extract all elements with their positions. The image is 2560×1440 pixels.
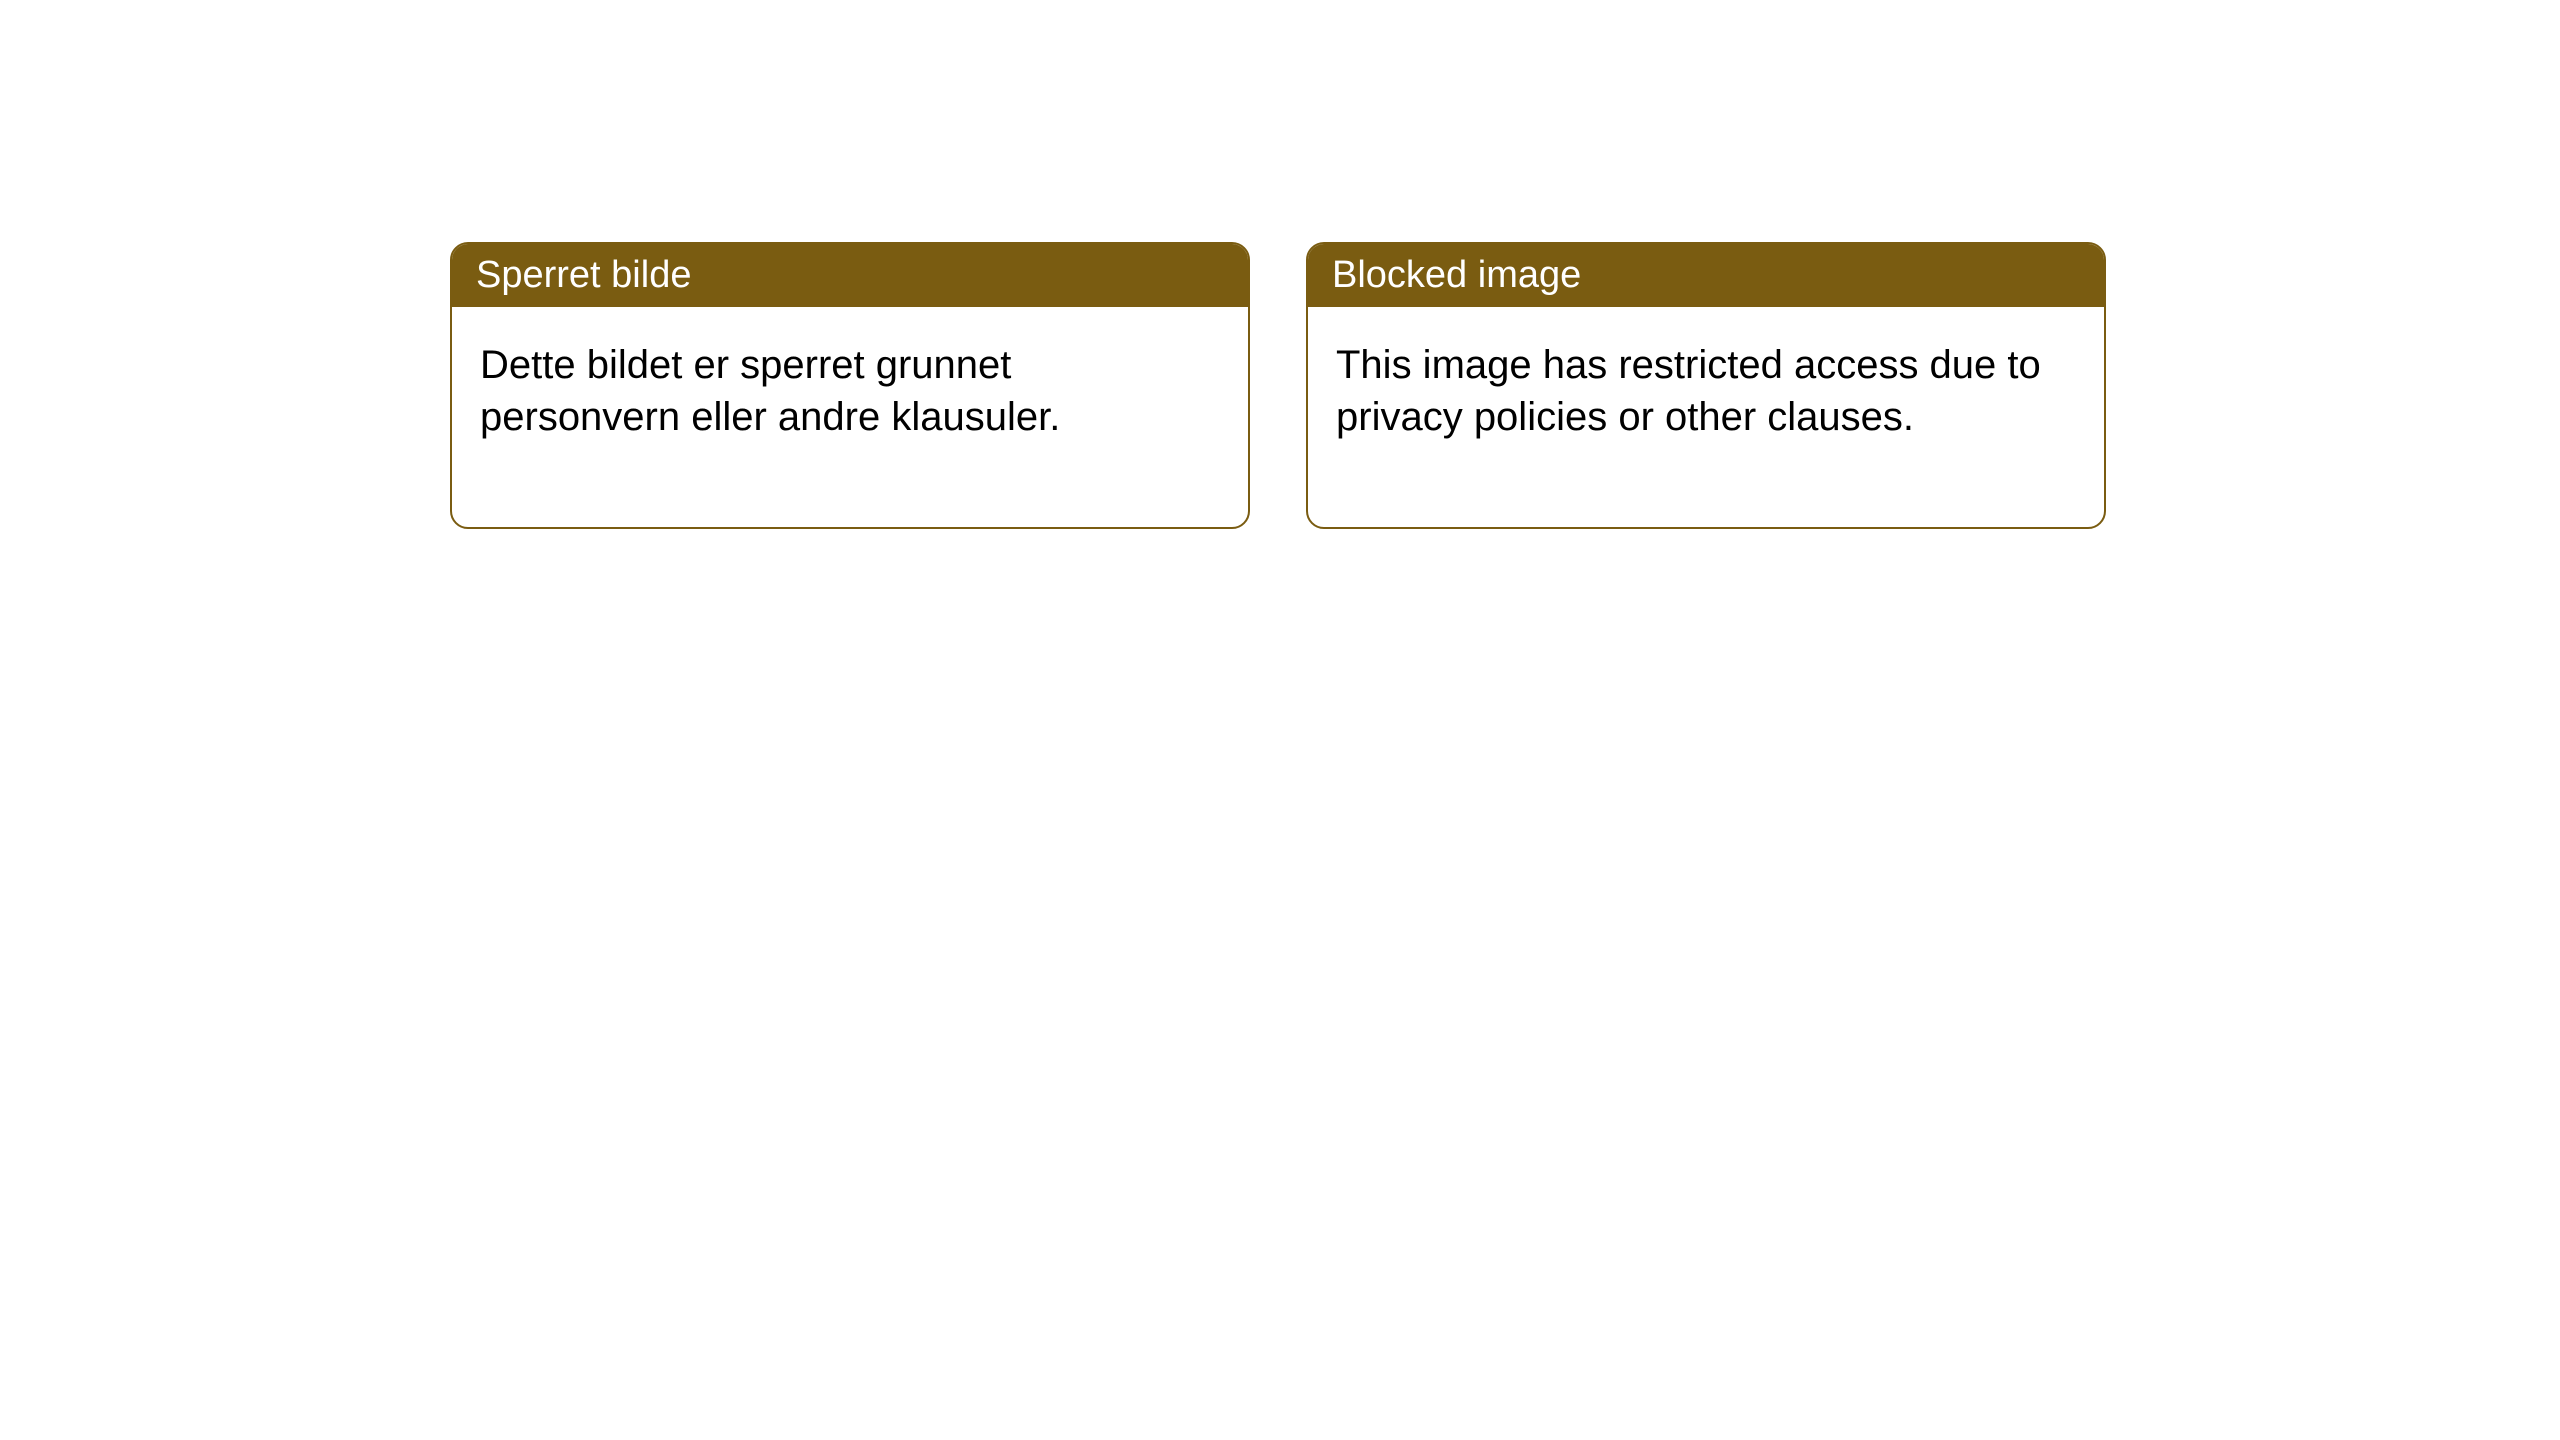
notice-title: Blocked image	[1332, 254, 1581, 296]
notice-body: This image has restricted access due to …	[1308, 307, 2104, 527]
notice-title: Sperret bilde	[476, 254, 691, 296]
notice-message: This image has restricted access due to …	[1336, 343, 2041, 439]
notice-body: Dette bildet er sperret grunnet personve…	[452, 307, 1248, 527]
notice-message: Dette bildet er sperret grunnet personve…	[480, 343, 1060, 439]
notice-box-norwegian: Sperret bilde Dette bildet er sperret gr…	[450, 242, 1250, 529]
notice-header: Blocked image	[1308, 244, 2104, 307]
notice-container: Sperret bilde Dette bildet er sperret gr…	[450, 242, 2106, 529]
notice-box-english: Blocked image This image has restricted …	[1306, 242, 2106, 529]
notice-header: Sperret bilde	[452, 244, 1248, 307]
